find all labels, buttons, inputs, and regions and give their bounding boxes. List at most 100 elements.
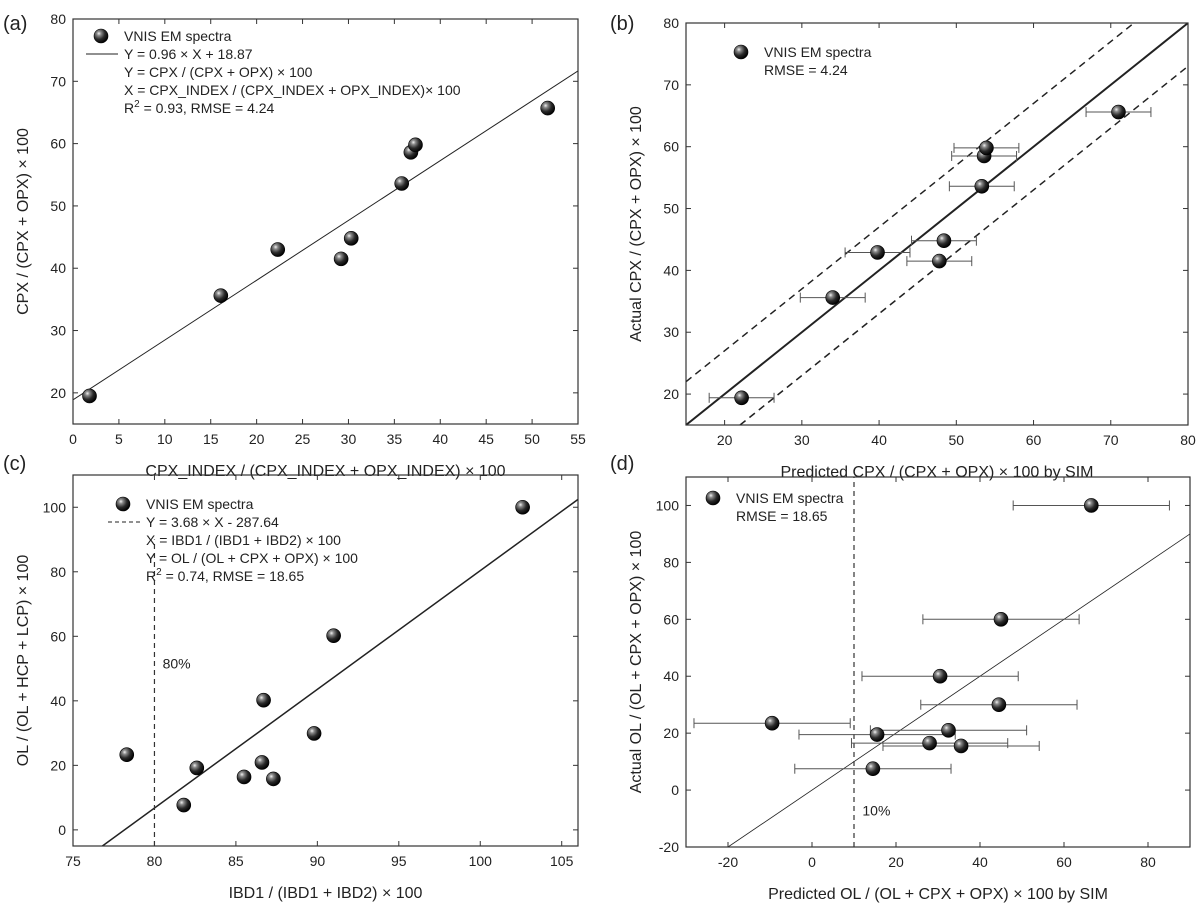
panel-b-letter: (b) (610, 13, 634, 35)
panel-d-y-tick-label: 0 (671, 782, 679, 798)
panel-d-y-tick-label: -20 (659, 839, 679, 855)
panel-a-x-tick-label: 55 (570, 431, 586, 447)
panel-a-y-tick-label: 80 (50, 11, 66, 27)
panel-a-data-point (213, 288, 229, 303)
panel-b-data-point (870, 245, 885, 260)
panel-c-x-tick-label: 90 (310, 853, 326, 869)
panel-b-x-axis-title: Predicted CPX / (CPX + OPX) × 100 by SIM (780, 464, 1093, 481)
panel-c-data-point (254, 755, 270, 770)
panel-b: (b) 20 30 40 50 60 70 80 20 30 40 50 60 70 80 Predicted… (610, 13, 1196, 481)
panel-d-y-tick-label: 40 (663, 668, 679, 684)
panel-c-x-tick-label: 80 (147, 853, 163, 869)
panel-d-data-point (922, 735, 937, 751)
panel-a-x-tick-label: 0 (69, 431, 77, 447)
panel-a-plot-frame (72, 18, 579, 425)
panel-a-x-tick-label: 5 (115, 431, 123, 447)
panel-d-plot-frame (685, 476, 1191, 848)
panel-a-x-tick-label: 30 (341, 431, 357, 447)
panel-d-legend-marker-label: VNIS EM spectra (736, 490, 844, 506)
panel-a-legend-note: X = CPX_INDEX / (CPX_INDEX + OPX_INDEX)×… (124, 82, 461, 98)
panel-b-y-tick-label: 70 (663, 77, 679, 93)
panel-d-legend-marker (705, 490, 721, 506)
panel-d-x-tick-label: -20 (718, 854, 738, 870)
panel-b-legend-note: RMSE = 4.24 (764, 62, 848, 78)
panel-b-x-tick-label: 60 (1026, 432, 1042, 448)
panel-c-x-tick-label: 100 (469, 853, 493, 869)
panel-b-y-tick-label: 30 (663, 324, 679, 340)
panel-a-legend: VNIS EM spectra Y = 0.96 × X + 18.87 Y = C… (86, 28, 461, 116)
panel-a-line-fit-0 (73, 70, 578, 401)
panel-d-x-tick-label: 80 (1140, 854, 1156, 870)
panel-b-data-point (825, 290, 841, 305)
panel-a-x-tick-label: 50 (524, 431, 540, 447)
panel-c-legend-note: Y = OL / (OL + CPX + OPX) × 100 (146, 550, 358, 566)
panel-b-data-point (734, 390, 749, 406)
panel-c-letter: (c) (3, 453, 26, 475)
panel-a-y-axis-title: CPX / (CPX + OPX) × 100 (15, 128, 32, 315)
panel-d-y-tick-label: 20 (663, 725, 679, 741)
panel-a-data-point (270, 242, 286, 257)
panel-c-plot-frame (72, 474, 579, 847)
panel-b-x-tick-label: 30 (794, 432, 810, 448)
panel-a-y-tick-label: 30 (50, 323, 66, 339)
panel-a-data-point (333, 251, 349, 267)
panel-a-data-point (408, 137, 423, 153)
panel-b-y-tick-label: 40 (663, 262, 679, 278)
panel-d-data-point (869, 727, 885, 742)
panel-a-x-tick-label: 10 (157, 431, 173, 447)
panel-a-x-tick-label: 45 (478, 431, 494, 447)
panel-a-x-tick-label: 35 (387, 431, 403, 447)
panel-c-x-tick-label: 105 (550, 853, 574, 869)
panel-a-legend-line-label: Y = 0.96 × X + 18.87 (124, 46, 253, 62)
panel-a-lines (73, 70, 578, 401)
panel-b-x-tick-label: 40 (871, 432, 887, 448)
panel-d-data-point (993, 612, 1009, 627)
panel-c-x-tick-label: 95 (391, 853, 407, 869)
panel-d-annotation: 10% (862, 803, 890, 819)
panel-c-data-point (306, 726, 322, 741)
panel-c-legend-line-label: Y = 3.68 × X - 287.64 (146, 514, 279, 530)
panel-d-data-point (764, 715, 780, 731)
panel-d-x-tick-label: 40 (972, 854, 988, 870)
panel-d-y-tick-label: 100 (656, 497, 680, 513)
panel-c-legend-note: X = IBD1 / (IBD1 + IBD2) × 100 (146, 532, 341, 548)
panel-a-data-point (540, 100, 556, 116)
panel-c-y-tick-label: 20 (50, 757, 66, 773)
panel-c-legend-marker (115, 496, 131, 512)
panel-c-legend-marker-label: VNIS EM spectra (146, 496, 254, 512)
panel-c-x-axis-title: IBD1 / (IBD1 + IBD2) × 100 (229, 885, 423, 902)
panel-b-y-tick-label: 60 (663, 139, 679, 155)
panel-d-data-point (865, 761, 881, 777)
panel-d-data-point (941, 723, 956, 738)
panel-b-legend: VNIS EM spectra RMSE = 4.24 (733, 44, 872, 78)
panel-a-data-point (394, 176, 410, 191)
panel-a-x-tick-label: 25 (295, 431, 311, 447)
panel-d-data-point (1084, 498, 1099, 513)
panel-d-x-tick-label: 20 (888, 854, 904, 870)
panel-c-legend: VNIS EM spectra Y = 3.68 × X - 287.64 X = … (108, 496, 358, 584)
panel-c-x-tick-label: 75 (65, 853, 81, 869)
panel-b-data-point (1111, 104, 1126, 120)
panel-c-annotation: 80% (163, 656, 191, 672)
panel-b-x-tick-label: 20 (717, 432, 733, 448)
panel-c-y-axis-title: OL / (OL + HCP + LCP) × 100 (15, 555, 32, 767)
panel-b-x-tick-label: 80 (1180, 432, 1196, 448)
panel-a-y-tick-label: 70 (50, 73, 66, 89)
panel-c-data-point (515, 499, 530, 515)
panel-a-x-tick-label: 40 (432, 431, 448, 447)
panel-b-y-tick-label: 50 (663, 201, 679, 217)
panel-d-x-tick-label: 0 (808, 854, 816, 870)
panel-d-data-point (932, 668, 948, 684)
panel-b-data-point (979, 140, 994, 156)
panel-c-y-tick-label: 0 (58, 822, 66, 838)
panel-d-lines (727, 477, 1190, 847)
panel-c-data-point (256, 692, 271, 708)
panel-d-x-axis-title: Predicted OL / (OL + CPX + OPX) × 100 by… (768, 886, 1108, 903)
panel-d-line-1-1-0 (727, 533, 1190, 847)
panel-b-data-point (932, 253, 947, 269)
panel-c-y-tick-label: 80 (50, 564, 66, 580)
panel-d: (d) -20 0 20 40 60 80 -20 0 20 40 60 80 100 Predicted … (610, 453, 1191, 903)
panel-a-x-axis-title: CPX_INDEX / (CPX_INDEX + OPX_INDEX) × 10… (145, 463, 505, 480)
panel-b-plot-frame (685, 22, 1189, 426)
